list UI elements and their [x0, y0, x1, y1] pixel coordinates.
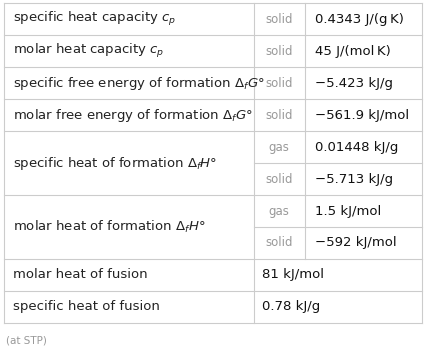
- Text: 1.5 kJ/mol: 1.5 kJ/mol: [315, 205, 381, 217]
- Text: (at STP): (at STP): [6, 335, 47, 346]
- Text: molar heat of fusion: molar heat of fusion: [13, 268, 147, 281]
- Text: solid: solid: [265, 77, 293, 90]
- Text: −592 kJ/mol: −592 kJ/mol: [315, 237, 397, 250]
- Text: 0.78 kJ/g: 0.78 kJ/g: [262, 300, 320, 313]
- Text: molar heat of formation $\Delta_f H°$: molar heat of formation $\Delta_f H°$: [13, 219, 205, 235]
- Text: specific heat capacity $c_p$: specific heat capacity $c_p$: [13, 10, 176, 29]
- Text: −5.713 kJ/g: −5.713 kJ/g: [315, 173, 394, 186]
- Text: molar heat capacity $c_p$: molar heat capacity $c_p$: [13, 42, 164, 60]
- Text: solid: solid: [265, 237, 293, 250]
- Text: solid: solid: [265, 173, 293, 186]
- Text: 0.4343 J/(g K): 0.4343 J/(g K): [315, 13, 404, 26]
- Text: solid: solid: [265, 13, 293, 26]
- Text: solid: solid: [265, 109, 293, 122]
- Text: gas: gas: [268, 205, 290, 217]
- Text: 45 J/(mol K): 45 J/(mol K): [315, 45, 391, 58]
- Text: −561.9 kJ/mol: −561.9 kJ/mol: [315, 109, 410, 122]
- Text: molar free energy of formation $\Delta_f G°$: molar free energy of formation $\Delta_f…: [13, 107, 253, 124]
- Text: solid: solid: [265, 45, 293, 58]
- Text: 81 kJ/mol: 81 kJ/mol: [262, 268, 324, 281]
- Text: −5.423 kJ/g: −5.423 kJ/g: [315, 77, 393, 90]
- Text: specific heat of formation $\Delta_f H°$: specific heat of formation $\Delta_f H°$: [13, 155, 217, 172]
- Text: specific free energy of formation $\Delta_f G°$: specific free energy of formation $\Delt…: [13, 75, 265, 92]
- Text: 0.01448 kJ/g: 0.01448 kJ/g: [315, 141, 399, 154]
- Text: gas: gas: [268, 141, 290, 154]
- Text: specific heat of fusion: specific heat of fusion: [13, 300, 160, 313]
